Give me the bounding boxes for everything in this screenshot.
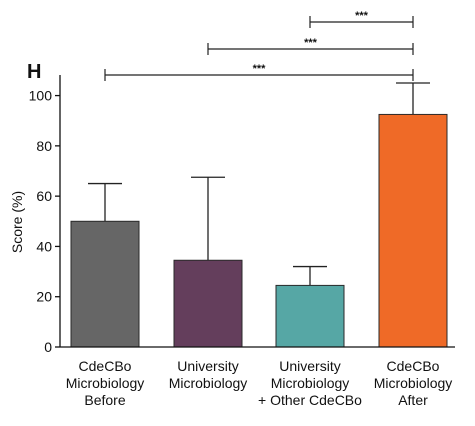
panel-label: H: [27, 61, 41, 83]
x-category-label-line: CdeCBo: [79, 358, 132, 374]
bar: [173, 259, 243, 348]
bar: [378, 113, 448, 348]
x-category-label-line: University: [279, 358, 340, 374]
y-tick-label: 100: [29, 88, 53, 104]
x-category-label: CdeCBo Microbiology After: [374, 358, 453, 408]
x-category-label-line: After: [398, 392, 428, 408]
x-category-label-line: Microbiology: [66, 375, 145, 391]
significance-label: ***: [253, 63, 267, 75]
x-category-label-line: + Other CdeCBo: [258, 392, 362, 408]
significance-label: ***: [304, 37, 318, 49]
x-category-label: University Microbiology: [169, 358, 248, 391]
bar: [275, 284, 345, 348]
x-category-label-line: Before: [84, 392, 125, 408]
y-tick-label: 80: [36, 138, 52, 154]
y-tick-label: 0: [44, 339, 52, 355]
x-category-label-line: University: [177, 358, 238, 374]
x-category-label-line: Microbiology: [169, 375, 248, 391]
x-category-label: University Microbiology + Other CdeCBo: [258, 358, 362, 408]
y-tick-label: 40: [36, 238, 52, 254]
x-category-label-line: Microbiology: [271, 375, 350, 391]
y-tick-label: 20: [36, 289, 52, 305]
y-tick-label: 60: [36, 188, 52, 204]
x-category-label: CdeCBo Microbiology Before: [66, 358, 145, 408]
y-axis-title: Score (%): [9, 191, 25, 253]
x-category-label-line: Microbiology: [374, 375, 453, 391]
bar: [70, 220, 140, 348]
x-category-label-line: CdeCBo: [387, 358, 440, 374]
significance-label: ***: [355, 10, 369, 22]
